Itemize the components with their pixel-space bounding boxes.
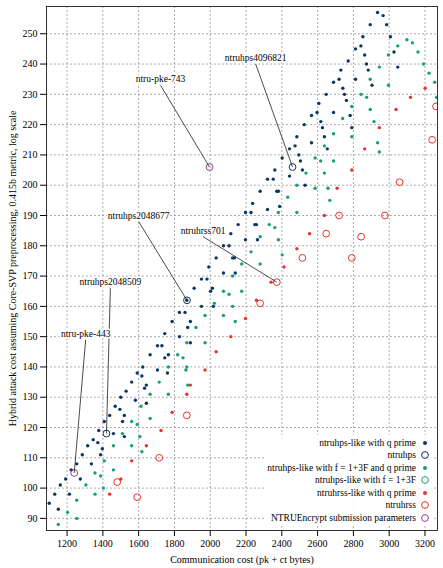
- html-text:NTRUEncrypt submission paramet: NTRUEncrypt submission parameters: [270, 512, 416, 523]
- svg-text:Hybrid attack cost assuming Co: Hybrid attack cost assuming Core-SVP pre…: [7, 110, 18, 426]
- svg-text:ntruhrss701: ntruhrss701: [181, 226, 226, 236]
- svg-text:220: 220: [23, 119, 38, 130]
- svg-text:90: 90: [28, 513, 38, 524]
- svg-text:ntru-pke-443: ntru-pke-443: [61, 329, 111, 339]
- html-text:ntruhrss-like with q prime: ntruhrss-like with q prime: [317, 487, 416, 498]
- svg-text:Communication cost (pk + ct by: Communication cost (pk + ct bytes): [170, 554, 314, 566]
- svg-text:2000: 2000: [200, 538, 220, 549]
- svg-text:ntruhps2048677: ntruhps2048677: [108, 211, 170, 221]
- html-text:ntruhps-like with f = 1+3F: ntruhps-like with f = 1+3F: [315, 475, 416, 485]
- svg-text:3000: 3000: [379, 538, 399, 549]
- svg-text:ntruhps4096821: ntruhps4096821: [225, 53, 287, 63]
- svg-text:1400: 1400: [93, 538, 113, 549]
- svg-text:2800: 2800: [343, 538, 363, 549]
- svg-text:240: 240: [23, 58, 38, 69]
- svg-text:3200: 3200: [415, 538, 435, 549]
- html-text:ntruhrss: ntruhrss: [385, 500, 416, 510]
- svg-text:100: 100: [23, 482, 38, 493]
- svg-text:1800: 1800: [164, 538, 184, 549]
- svg-text:1200: 1200: [57, 538, 77, 549]
- svg-text:180: 180: [23, 240, 38, 251]
- svg-text:1600: 1600: [129, 538, 149, 549]
- html-text:ntruhps-like with q prime: ntruhps-like with q prime: [319, 437, 416, 448]
- svg-text:230: 230: [23, 89, 38, 100]
- svg-text:130: 130: [23, 391, 38, 402]
- svg-text:170: 170: [23, 270, 38, 281]
- html-text:ntruhps: ntruhps: [387, 450, 416, 460]
- svg-text:120: 120: [23, 422, 38, 433]
- svg-text:ntruhps2048509: ntruhps2048509: [80, 277, 142, 287]
- svg-text:160: 160: [23, 301, 38, 312]
- svg-text:190: 190: [23, 210, 38, 221]
- svg-text:150: 150: [23, 331, 38, 342]
- svg-text:250: 250: [23, 28, 38, 39]
- svg-text:110: 110: [23, 452, 38, 463]
- svg-text:2200: 2200: [236, 538, 256, 549]
- svg-text:2400: 2400: [272, 538, 292, 549]
- svg-text:140: 140: [23, 361, 38, 372]
- html-text:ntruhps-like with f = 1+3F and: ntruhps-like with f = 1+3F and q prime: [267, 462, 416, 473]
- svg-text:ntru-pke-743: ntru-pke-743: [136, 74, 186, 84]
- svg-text:210: 210: [23, 149, 38, 160]
- svg-text:200: 200: [23, 179, 38, 190]
- svg-text:2600: 2600: [308, 538, 328, 549]
